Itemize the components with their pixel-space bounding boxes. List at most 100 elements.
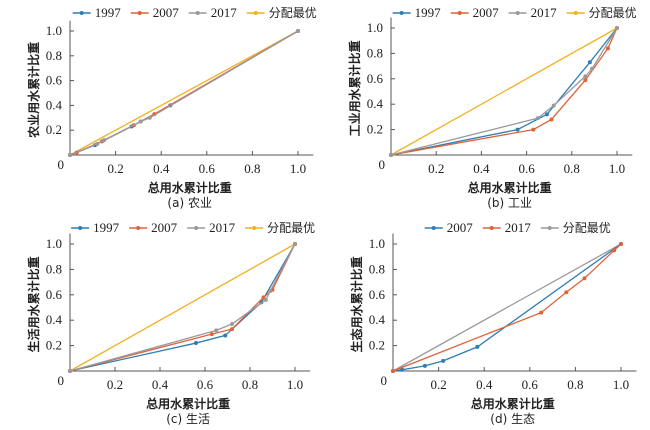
- legend: 1997 2007 2017 分配最优: [71, 220, 315, 235]
- x-axis-title: 总用水累计比重: [146, 396, 230, 411]
- legend-label: 分配最优: [589, 6, 637, 20]
- legend-label: 2007: [473, 5, 500, 20]
- y-tick-label: 1.0: [369, 236, 385, 251]
- legend-marker: [136, 226, 141, 230]
- legend-label: 2017: [211, 5, 238, 20]
- legend-marker: [547, 226, 552, 230]
- data-point: [551, 103, 556, 108]
- chart-domestic: 0.2 0.4 0.6 0.8 1.0 0.2 0.4 0.6 0.8 1.0 0 总用水累计比重 生活…: [26, 220, 315, 426]
- chart-panel-agriculture: 0.2 0.4 0.6 0.8 1.0 0.2 0.4 0.6 0.8 1.0 0 总用水累计比重 农业…: [0, 0, 325, 215]
- x-tick-label: 1.0: [609, 161, 625, 176]
- legend: 1997 2007 2017 分配最优: [392, 5, 637, 20]
- legend-marker: [489, 226, 494, 230]
- legend-label: 2007: [153, 5, 180, 20]
- legend-item: 分配最优: [245, 221, 315, 235]
- legend-marker: [399, 11, 404, 15]
- x-axis-title: 总用水累计比重: [471, 396, 555, 411]
- legend-marker: [515, 11, 520, 15]
- data-point: [400, 367, 405, 372]
- series-line-2007: [390, 27, 618, 156]
- y-tick-label: 0.6: [367, 71, 384, 86]
- chart-panel-industry: 0.2 0.4 0.6 0.8 1.0 0.2 0.4 0.6 0.8 1.0 0 总用水累计比重 工业…: [325, 0, 650, 215]
- y-tick-label: 1.0: [46, 236, 62, 251]
- data-point: [605, 46, 610, 51]
- data-point: [587, 60, 592, 65]
- legend-marker: [78, 226, 83, 230]
- data-point: [194, 341, 198, 346]
- y-axis-title: 农业用水累计比重: [26, 42, 41, 139]
- series-line-分配最优: [392, 243, 622, 372]
- legend-marker: [457, 11, 462, 15]
- data-point: [293, 242, 297, 246]
- data-point: [535, 116, 540, 121]
- legend-marker: [195, 11, 200, 15]
- data-point: [422, 363, 427, 368]
- series-line-2017: [390, 27, 618, 156]
- legend-label: 分配最优: [267, 221, 315, 235]
- x-tick-label: 1.0: [290, 161, 306, 176]
- data-point: [147, 115, 152, 120]
- legend-item: 2007: [450, 5, 500, 20]
- data-point: [214, 328, 219, 333]
- data-point: [531, 127, 536, 132]
- y-tick-label: 0.8: [46, 261, 62, 276]
- data-point: [441, 358, 446, 363]
- data-point: [612, 248, 617, 253]
- legend-marker: [253, 11, 258, 15]
- legend-label: 2017: [209, 220, 236, 235]
- legend-item: 2017: [482, 220, 531, 235]
- origin-label: 0: [58, 157, 65, 172]
- data-point: [268, 288, 273, 293]
- origin-label: 0: [379, 157, 386, 172]
- legend-marker: [79, 11, 84, 15]
- legend-marker: [573, 11, 578, 15]
- data-point: [549, 117, 554, 122]
- data-point: [138, 119, 143, 124]
- y-tick-label: 0.2: [369, 338, 385, 353]
- x-tick-label: 0.2: [430, 377, 446, 392]
- chart-panel-ecological: 0.2 0.4 0.6 0.8 1.0 0.2 0.4 0.6 0.8 1.0 0 总用水累计比重 生态…: [325, 215, 650, 430]
- y-tick-label: 0.8: [369, 261, 385, 276]
- x-tick-label: 0.8: [244, 161, 260, 176]
- legend-label: 1997: [95, 5, 122, 20]
- data-point: [590, 66, 595, 71]
- data-point: [95, 141, 100, 146]
- data-point: [391, 369, 395, 373]
- chart-caption: (d) 生态: [490, 412, 535, 426]
- legend-marker: [137, 11, 142, 15]
- legend-item: 2017: [188, 5, 238, 20]
- y-tick-label: 0.4: [46, 312, 63, 327]
- legend: 2007 2017 分配最优: [424, 220, 611, 235]
- legend-item: 2007: [129, 220, 178, 235]
- x-tick-label: 0.8: [564, 161, 580, 176]
- x-tick-label: 1.0: [287, 377, 303, 392]
- data-point: [583, 74, 588, 79]
- x-tick-label: 0.6: [518, 161, 535, 176]
- origin-label: 0: [58, 373, 65, 388]
- data-point: [296, 29, 300, 33]
- y-tick-label: 0.6: [369, 287, 386, 302]
- chart-caption: (c) 生活: [166, 412, 210, 426]
- series-line-2017: [69, 243, 296, 372]
- x-tick-label: 0.2: [428, 161, 444, 176]
- legend: 1997 2007 2017 分配最优: [72, 5, 317, 20]
- data-point: [209, 332, 214, 337]
- legend-item: 2007: [424, 220, 473, 235]
- data-point: [619, 242, 623, 246]
- legend-label: 2017: [531, 5, 558, 20]
- x-tick-label: 1.0: [613, 377, 629, 392]
- legend-item: 2017: [187, 220, 236, 235]
- legend-item: 1997: [72, 5, 122, 20]
- legend-item: 2017: [508, 5, 558, 20]
- x-tick-label: 0.2: [107, 161, 123, 176]
- x-tick-label: 0.4: [152, 377, 169, 392]
- data-point: [544, 112, 549, 117]
- data-point: [230, 327, 234, 332]
- y-tick-label: 0.2: [46, 122, 62, 137]
- chart-agriculture: 0.2 0.4 0.6 0.8 1.0 0.2 0.4 0.6 0.8 1.0 0 总用水累计比重 农业…: [26, 5, 317, 210]
- data-point: [68, 153, 72, 157]
- x-tick-label: 0.6: [197, 377, 214, 392]
- y-tick-label: 0.6: [46, 73, 63, 88]
- legend-label: 2007: [151, 220, 178, 235]
- legend-label: 分配最优: [563, 221, 611, 235]
